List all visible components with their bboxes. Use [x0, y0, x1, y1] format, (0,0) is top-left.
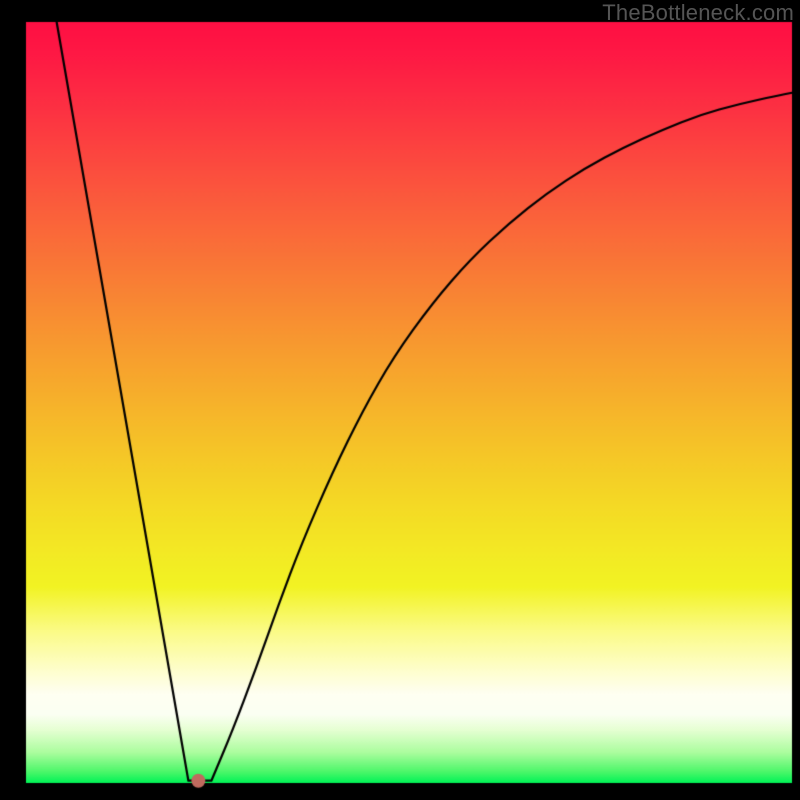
- chart-wrap: TheBottleneck.com: [0, 0, 800, 800]
- attribution-text: TheBottleneck.com: [602, 0, 794, 26]
- bottleneck-chart: [0, 0, 800, 800]
